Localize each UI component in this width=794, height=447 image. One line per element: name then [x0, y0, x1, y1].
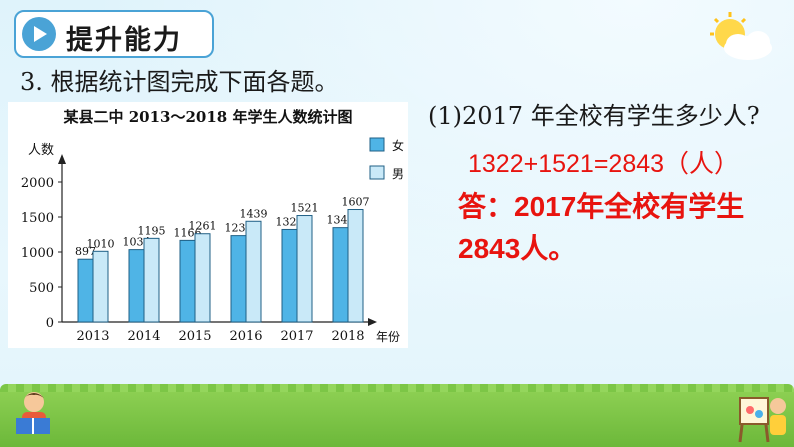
sun-cloud-icon [710, 12, 772, 60]
question-title: 3. 根据统计图完成下面各题。 [20, 68, 339, 96]
x-axis-arrow [368, 318, 377, 326]
y-tick-label: 500 [29, 281, 54, 296]
bar-data-label: 1195 [138, 224, 166, 237]
bar-male [245, 220, 262, 323]
bar-female [77, 258, 94, 323]
bar-male [347, 209, 364, 323]
x-axis-label: 年份 [376, 330, 400, 344]
y-axis-arrow [58, 154, 66, 164]
y-tick-label: 1000 [21, 246, 54, 261]
bar-data-label: 1439 [240, 207, 268, 220]
x-tick-label: 2018 [331, 329, 364, 344]
x-tick-label: 2017 [280, 329, 313, 344]
x-tick-label: 2014 [127, 329, 160, 344]
x-tick-label: 2015 [178, 329, 211, 344]
bar-female [128, 249, 145, 323]
bar-female [230, 235, 247, 323]
grass-ground [0, 392, 794, 447]
chart-panel: 某县二中 2013～2018 年学生人数统计图人数年份 0 500 1000 1500 2… [8, 102, 408, 348]
bar-data-label: 1261 [189, 220, 217, 233]
answer-text: 答：2017年全校有学生 2843人。 [458, 186, 778, 270]
painting-child-icon [738, 397, 786, 443]
y-tick-label: 1500 [21, 211, 54, 226]
bar-data-label: 1010 [87, 237, 115, 250]
y-tick-label: 2000 [21, 176, 54, 191]
answer-line-2: 2843人。 [458, 233, 577, 264]
answer-equation: 1322+1521=2843（人） [468, 150, 740, 178]
bar-female [332, 227, 349, 323]
section-title: 提升能力 [66, 25, 182, 56]
x-tick-label: 2013 [76, 329, 109, 344]
legend-swatch [369, 137, 385, 152]
answer-line-1: 答：2017年全校有学生 [458, 191, 745, 222]
bar-male [194, 233, 211, 323]
legend-label: 女 [392, 138, 404, 153]
legend-swatch [369, 165, 385, 180]
sub-question: (1)2017 年全校有学生多少人? [428, 102, 760, 130]
bar-data-label: 1521 [291, 202, 319, 215]
x-tick-label: 2016 [229, 329, 262, 344]
reading-child-icon [16, 392, 50, 434]
y-axis-label: 人数 [28, 143, 54, 158]
y-tick-label: 0 [46, 316, 54, 331]
bar-female [179, 239, 196, 323]
bar-male [296, 215, 313, 323]
bar-male [92, 250, 109, 323]
section-header: 提升能力 [14, 10, 214, 58]
chart-title: 某县二中 2013～2018 年学生人数统计图 [64, 108, 353, 126]
bar-male [143, 237, 160, 323]
bar-female [281, 228, 298, 323]
play-icon [22, 17, 56, 51]
legend-label: 男 [392, 167, 404, 181]
bar-data-label: 1607 [342, 196, 370, 209]
bar-data-label: 897 [75, 245, 96, 258]
